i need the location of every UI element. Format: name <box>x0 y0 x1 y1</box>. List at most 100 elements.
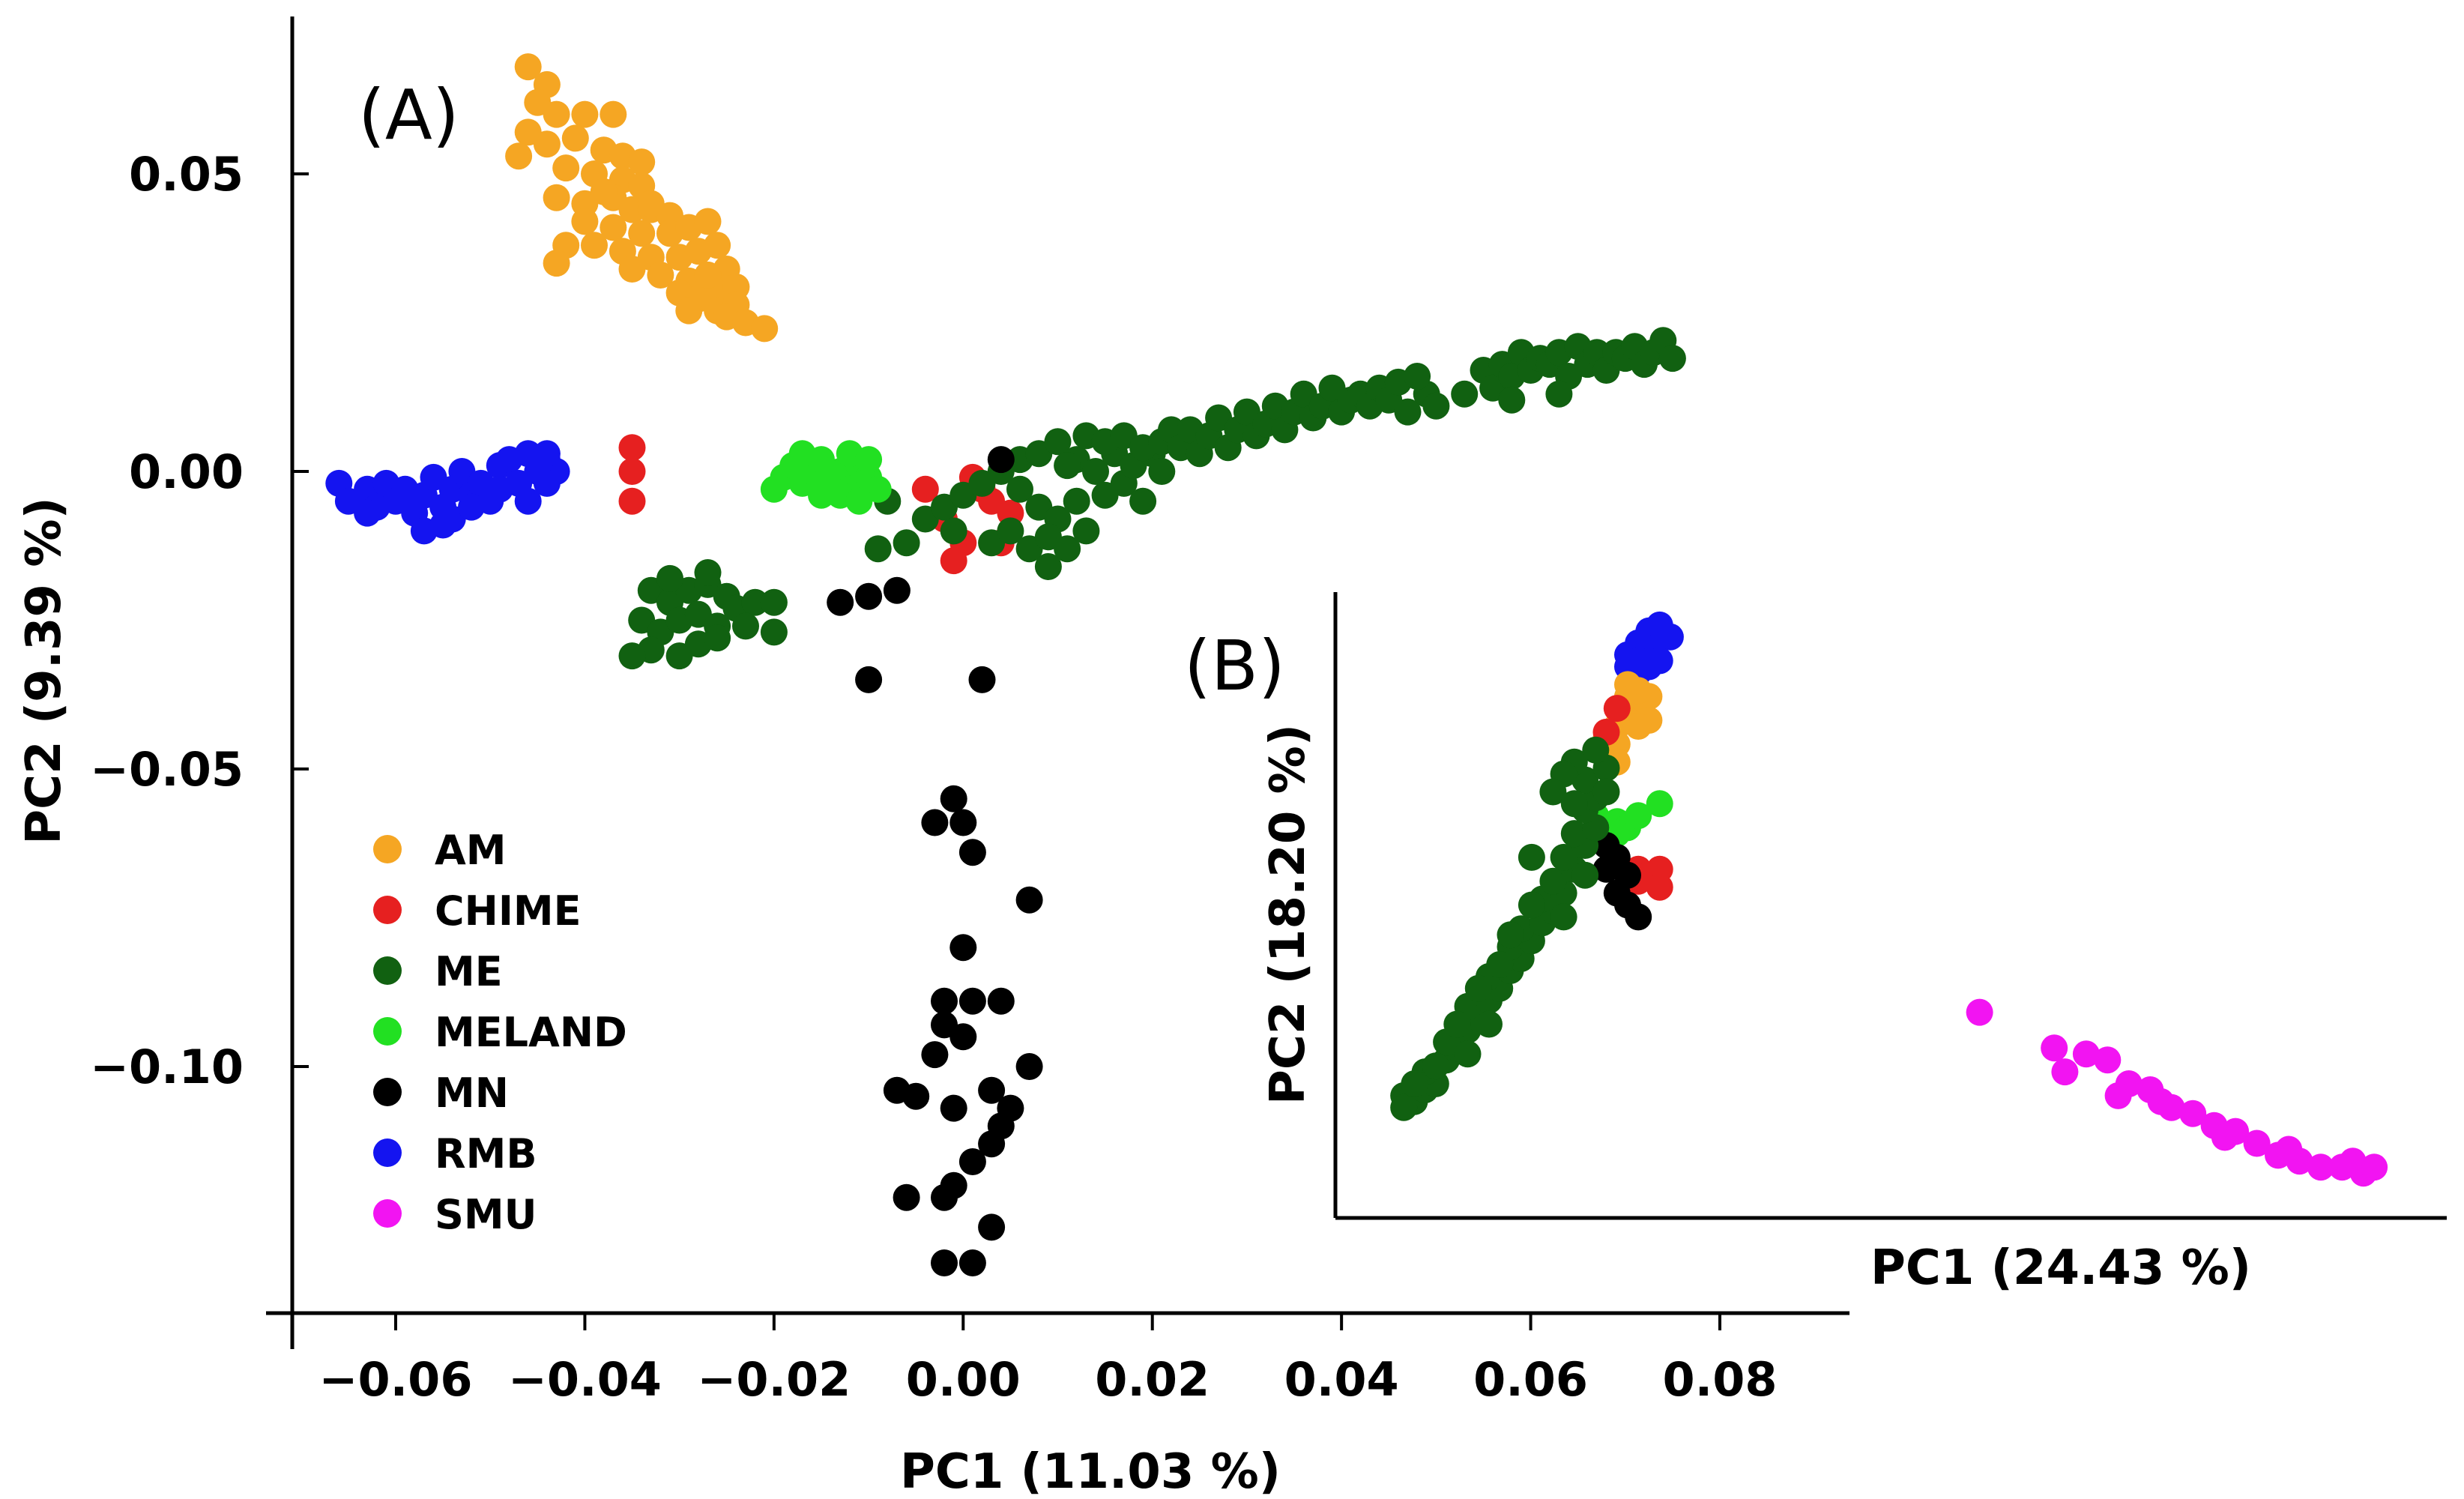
data-point-mn <box>921 809 949 836</box>
data-point-meland <box>1646 790 1673 818</box>
series-a-mn <box>827 446 1043 1276</box>
data-point-me <box>1497 921 1524 949</box>
data-point-me <box>1422 392 1450 420</box>
data-point-am <box>600 100 627 128</box>
legend-label-chime: CHIME <box>435 887 582 935</box>
y-axis-title-b: PC2 (18.20 %) <box>1260 724 1316 1105</box>
data-point-chime <box>1646 873 1673 901</box>
data-point-me <box>741 588 769 616</box>
data-point-me <box>1476 1010 1503 1038</box>
data-point-me <box>694 559 722 586</box>
data-point-am <box>694 262 722 289</box>
data-point-me <box>1401 1070 1428 1097</box>
series-b-mn <box>1592 832 1652 931</box>
x-tick-label-a: 0.08 <box>1663 1352 1778 1407</box>
data-point-mn <box>931 987 958 1015</box>
x-tick-label-a: 0.06 <box>1473 1352 1588 1407</box>
legend-marker-meland <box>373 1017 402 1046</box>
data-point-am <box>533 130 561 158</box>
data-point-smu <box>2041 1034 2068 1062</box>
x-axis-title-a: PC1 (11.03 %) <box>900 1444 1281 1499</box>
data-point-me <box>1044 428 1072 456</box>
data-point-mn <box>987 446 1015 474</box>
data-point-chime <box>940 547 967 575</box>
data-point-rmb <box>1656 623 1684 651</box>
data-point-am <box>581 232 608 259</box>
data-point-me <box>1545 380 1573 408</box>
data-point-me <box>1550 903 1577 931</box>
data-point-meland <box>845 487 873 515</box>
data-point-smu <box>2339 1147 2367 1175</box>
data-point-me <box>1394 398 1422 426</box>
data-point-meland <box>788 440 816 468</box>
data-point-smu <box>2147 1088 2175 1115</box>
data-point-me <box>1658 345 1686 373</box>
data-point-am <box>543 184 570 211</box>
data-point-me <box>760 588 788 616</box>
data-point-me <box>1148 458 1176 485</box>
data-point-mn <box>1015 886 1043 914</box>
data-point-mn <box>949 1023 977 1051</box>
data-point-me <box>704 624 731 652</box>
data-point-am <box>628 220 656 247</box>
data-point-me <box>1518 891 1545 919</box>
series-a-meland <box>760 440 892 515</box>
y-tick-label-a: −0.05 <box>90 742 244 797</box>
x-tick-label-a: 0.00 <box>906 1352 1021 1407</box>
data-point-me <box>1582 736 1610 764</box>
legend-label-me: ME <box>435 948 503 995</box>
panel-label-a: (A) <box>358 75 459 155</box>
data-point-mn <box>1015 1053 1043 1080</box>
legend-label-rmb: RMB <box>435 1130 537 1177</box>
data-point-mn <box>978 1213 1006 1241</box>
data-point-chime <box>618 458 646 485</box>
data-point-me <box>1129 487 1157 515</box>
data-point-mn <box>827 588 854 616</box>
x-tick-label-a: 0.04 <box>1284 1352 1399 1407</box>
data-point-mn <box>949 809 977 836</box>
data-point-rmb <box>354 499 381 527</box>
data-point-rmb <box>429 511 457 539</box>
y-tick-label-a: −0.10 <box>90 1040 244 1094</box>
data-point-meland <box>855 446 883 474</box>
data-point-mn <box>978 1076 1006 1104</box>
data-point-smu <box>2179 1100 2207 1127</box>
data-point-am <box>675 297 703 325</box>
data-point-me <box>1034 553 1062 580</box>
data-point-am <box>628 148 656 176</box>
data-point-me <box>1422 1052 1449 1080</box>
data-point-chime <box>618 487 646 515</box>
data-point-mn <box>958 987 986 1015</box>
data-point-me <box>1063 487 1090 515</box>
data-point-am <box>647 262 674 289</box>
legend-marker-mn <box>373 1078 402 1106</box>
data-point-am <box>561 124 589 152</box>
x-tick-label-a: −0.04 <box>508 1352 662 1407</box>
legend-label-am: AM <box>435 827 507 874</box>
data-point-mn <box>940 785 967 812</box>
legend-label-smu: SMU <box>435 1191 537 1238</box>
data-point-am <box>694 208 722 235</box>
data-point-am <box>590 178 617 205</box>
data-point-me <box>1006 475 1033 503</box>
legend-marker-smu <box>373 1199 402 1228</box>
data-point-mn <box>1625 903 1652 931</box>
data-point-me <box>1054 535 1081 563</box>
data-point-me <box>656 564 683 592</box>
y-tick-label-a: 0.05 <box>129 147 244 202</box>
data-point-chime <box>618 434 646 462</box>
data-point-mn <box>958 839 986 866</box>
data-point-am <box>543 250 570 277</box>
data-point-me <box>1464 974 1492 1002</box>
data-point-smu <box>1966 998 1993 1026</box>
data-point-me <box>1539 867 1567 895</box>
x-axis-title-b: PC1 (24.43 %) <box>1870 1240 2251 1296</box>
data-point-am <box>637 190 665 217</box>
data-point-me <box>1054 452 1081 480</box>
data-point-am <box>543 100 570 128</box>
data-point-chime <box>1603 695 1631 723</box>
x-tick-label-a: −0.02 <box>697 1352 851 1407</box>
data-point-me <box>1443 1010 1471 1038</box>
data-point-me <box>618 642 646 670</box>
data-point-smu <box>2051 1058 2079 1086</box>
